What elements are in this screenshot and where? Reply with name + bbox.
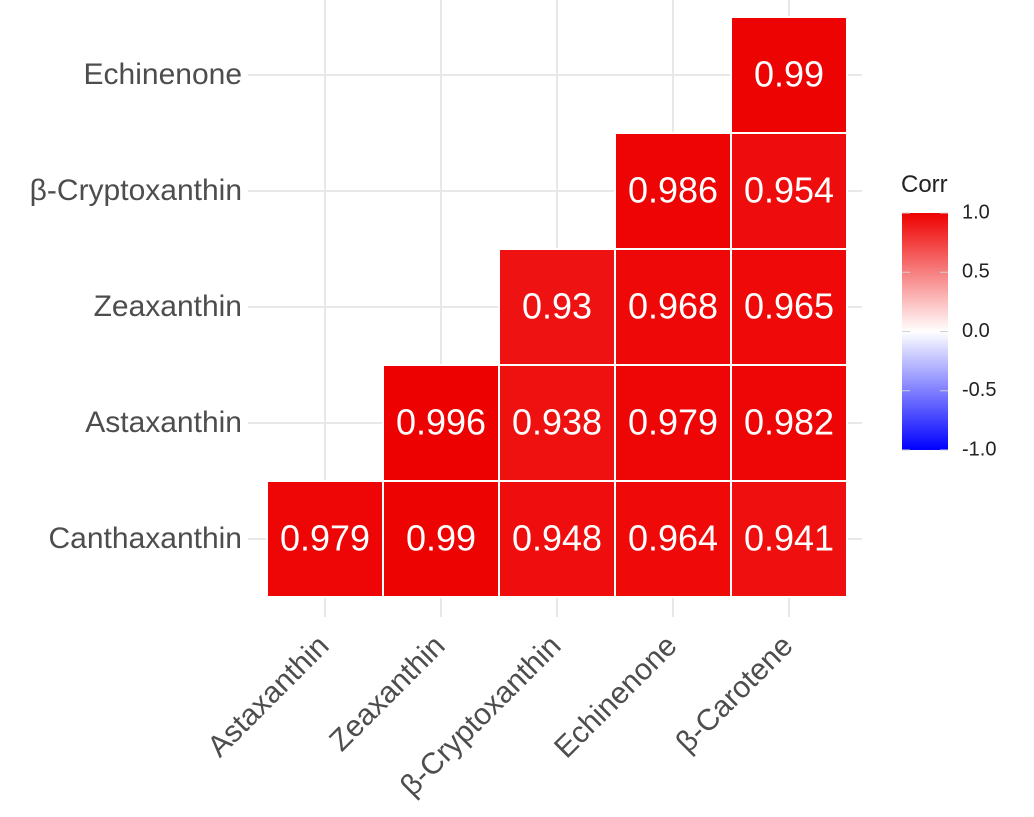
y-tick-label-zeaxanthin: Zeaxanthin bbox=[94, 290, 242, 323]
cell-value-cryptoxanthin-carotene: 0.954 bbox=[744, 170, 834, 211]
cell-value-cryptoxanthin-echinenone: 0.986 bbox=[628, 170, 718, 211]
legend-ticks: 1.0 0.5 0.0 -0.5 -1.0 bbox=[902, 201, 996, 460]
cell-value-astaxanthin-carotene: 0.982 bbox=[744, 402, 834, 443]
y-tick-label-cryptoxanthin: β-Cryptoxanthin bbox=[30, 174, 242, 207]
heatmap-cell-canthaxanthin-zeaxanthin bbox=[382, 480, 500, 598]
y-tick-label-astaxanthin: Astaxanthin bbox=[85, 406, 242, 439]
heatmap-cell-zeaxanthin-echinenone bbox=[614, 248, 732, 366]
cell-value-canthaxanthin-astaxanthin: 0.979 bbox=[280, 518, 370, 559]
cell-value-canthaxanthin-cryptoxanthin: 0.948 bbox=[512, 518, 602, 559]
heatmap-cell-canthaxanthin-cryptoxanthin bbox=[498, 480, 616, 598]
heatmap-cell-astaxanthin-cryptoxanthin bbox=[498, 364, 616, 482]
cell-value-zeaxanthin-echinenone: 0.968 bbox=[628, 286, 718, 327]
legend-label-3: -0.5 bbox=[962, 379, 996, 401]
cell-layer: 0.979 0.99 0.948 0.964 0.941 0.996 0.938 0.979 0… bbox=[266, 16, 848, 598]
legend-label-4: -1.0 bbox=[962, 438, 996, 460]
heatmap-cell-zeaxanthin-carotene bbox=[730, 248, 848, 366]
cell-value-echinenone-carotene: 0.99 bbox=[754, 54, 824, 95]
cell-value-astaxanthin-echinenone: 0.979 bbox=[628, 402, 718, 443]
legend-label-0: 1.0 bbox=[962, 201, 990, 223]
heatmap-cell-zeaxanthin-cryptoxanthin bbox=[498, 248, 616, 366]
heatmap-cell-cryptoxanthin-carotene bbox=[730, 132, 848, 250]
legend: Corr 1.0 0.5 0.0 -0.5 -1.0 bbox=[901, 171, 996, 460]
legend-label-2: 0.0 bbox=[962, 320, 990, 342]
cell-value-astaxanthin-cryptoxanthin: 0.938 bbox=[512, 402, 602, 443]
cell-value-canthaxanthin-zeaxanthin: 0.99 bbox=[406, 518, 476, 559]
heatmap-cell-astaxanthin-zeaxanthin bbox=[382, 364, 500, 482]
heatmap-cell-astaxanthin-carotene bbox=[730, 364, 848, 482]
cell-value-zeaxanthin-cryptoxanthin: 0.93 bbox=[522, 286, 592, 327]
cell-value-astaxanthin-zeaxanthin: 0.996 bbox=[396, 402, 486, 443]
y-tick-label-echinenone: Echinenone bbox=[84, 58, 242, 91]
heatmap-cell-echinenone-carotene bbox=[730, 16, 848, 134]
heatmap-cell-canthaxanthin-carotene bbox=[730, 480, 848, 598]
legend-label-1: 0.5 bbox=[962, 261, 990, 283]
cell-value-zeaxanthin-carotene: 0.965 bbox=[744, 286, 834, 327]
legend-title: Corr bbox=[901, 171, 948, 198]
cell-value-canthaxanthin-carotene: 0.941 bbox=[744, 518, 834, 559]
cell-value-canthaxanthin-echinenone: 0.964 bbox=[628, 518, 718, 559]
y-tick-label-canthaxanthin: Canthaxanthin bbox=[49, 522, 242, 555]
